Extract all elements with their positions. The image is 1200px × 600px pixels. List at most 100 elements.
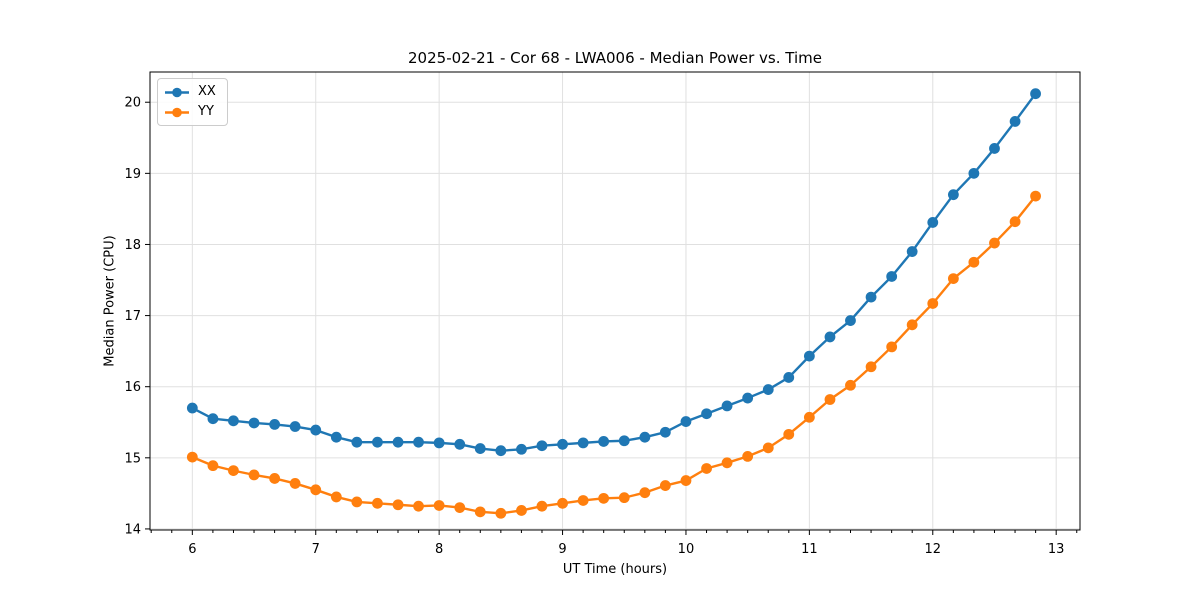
data-point <box>927 298 939 309</box>
data-point <box>783 428 795 440</box>
data-point <box>742 450 754 462</box>
data-point <box>721 400 733 412</box>
legend-label-xx: XX <box>198 84 216 99</box>
y-tick-label: 19 <box>124 167 141 182</box>
data-point <box>845 379 856 391</box>
data-point <box>865 361 877 373</box>
y-tick-label: 18 <box>124 238 141 253</box>
data-point <box>680 475 692 486</box>
data-point <box>207 460 219 472</box>
data-point <box>392 499 404 511</box>
x-tick-label: 13 <box>1048 542 1065 557</box>
data-point <box>289 478 301 489</box>
legend-label-yy: YY <box>198 104 214 119</box>
data-point <box>495 507 507 519</box>
y-axis-ticks <box>145 101 150 530</box>
data-point <box>886 341 898 353</box>
x-tick-label: 9 <box>558 542 566 557</box>
data-point <box>824 331 836 343</box>
data-point <box>989 237 1000 249</box>
data-point <box>351 496 363 508</box>
data-point <box>186 451 198 463</box>
data-point <box>495 445 507 457</box>
data-point <box>454 438 466 450</box>
x-tick-label: 6 <box>188 542 196 557</box>
data-point <box>598 492 610 504</box>
data-point <box>701 408 712 420</box>
data-point <box>865 291 877 303</box>
data-point <box>762 384 774 395</box>
data-point <box>577 495 589 506</box>
x-tick-label: 11 <box>801 542 818 557</box>
data-point <box>207 413 219 425</box>
data-point <box>454 502 466 513</box>
data-point <box>536 440 548 452</box>
data-point <box>228 415 239 427</box>
data-point <box>248 417 260 429</box>
x-tick-label: 7 <box>312 542 320 557</box>
legend-item-yy: YY <box>164 104 216 120</box>
data-point <box>516 505 527 516</box>
legend-line-marker-xx-icon <box>165 87 189 97</box>
data-point <box>742 392 754 404</box>
x-axis-label: UT Time (hours) <box>562 562 668 577</box>
data-point <box>433 437 445 449</box>
data-point <box>947 273 959 284</box>
data-point <box>803 350 815 362</box>
data-point <box>557 438 568 450</box>
data-point <box>659 426 671 438</box>
data-point <box>474 443 486 454</box>
data-point <box>1030 88 1041 100</box>
data-point <box>803 411 815 423</box>
data-point <box>680 416 692 427</box>
data-point <box>1009 116 1021 127</box>
data-point <box>310 424 322 436</box>
data-point <box>618 435 630 447</box>
data-point <box>330 431 342 443</box>
data-point <box>701 463 712 474</box>
data-point <box>989 143 1000 154</box>
plot-border <box>149 71 1081 531</box>
data-point <box>372 497 383 509</box>
data-point <box>228 465 239 477</box>
data-point <box>289 421 301 432</box>
data-point <box>330 491 342 503</box>
y-tick-label: 16 <box>124 380 141 395</box>
data-point <box>516 443 527 455</box>
data-point <box>906 319 918 331</box>
x-tick-label: 12 <box>925 542 942 557</box>
data-point <box>310 484 322 496</box>
data-point <box>186 402 198 414</box>
data-point <box>968 256 980 268</box>
data-point <box>392 436 404 448</box>
data-point <box>536 500 548 512</box>
data-point <box>1009 216 1021 228</box>
data-point <box>269 473 281 484</box>
data-point <box>947 189 959 201</box>
x-tick-labels: 6 7 8 9 10 11 12 13 <box>188 542 1064 557</box>
data-point <box>557 497 568 509</box>
legend-line-marker-yy-icon <box>165 107 189 117</box>
y-tick-label: 14 <box>124 522 141 537</box>
series-yy <box>186 190 1041 519</box>
data-point <box>824 394 836 405</box>
data-point <box>433 500 445 511</box>
x-tick-label: 8 <box>435 542 443 557</box>
data-point <box>248 469 260 481</box>
y-tick-labels: 14 15 16 17 18 19 20 <box>124 96 141 538</box>
series-xx <box>186 88 1041 457</box>
data-point <box>1030 190 1041 202</box>
chart-title: 2025-02-21 - Cor 68 - LWA006 - Median Po… <box>408 49 822 67</box>
y-tick-label: 15 <box>124 451 141 466</box>
data-point <box>598 436 610 447</box>
data-point <box>783 372 795 383</box>
data-point <box>351 436 363 448</box>
legend: XX YY <box>157 78 228 126</box>
data-point <box>269 418 281 430</box>
data-point <box>618 492 630 504</box>
data-point <box>762 442 774 454</box>
data-point <box>968 167 980 179</box>
legend-item-xx: XX <box>164 84 216 100</box>
